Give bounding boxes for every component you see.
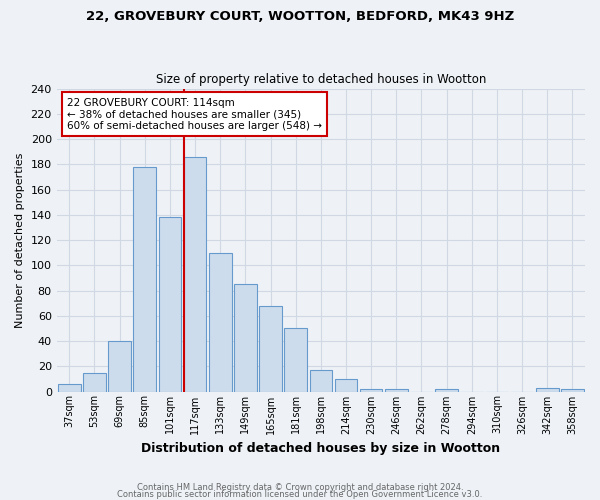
- Bar: [385, 389, 407, 392]
- Bar: [209, 252, 232, 392]
- Bar: [259, 306, 282, 392]
- Bar: [310, 370, 332, 392]
- Bar: [58, 384, 80, 392]
- Text: 22 GROVEBURY COURT: 114sqm
← 38% of detached houses are smaller (345)
60% of sem: 22 GROVEBURY COURT: 114sqm ← 38% of deta…: [67, 98, 322, 131]
- Title: Size of property relative to detached houses in Wootton: Size of property relative to detached ho…: [155, 73, 486, 86]
- Bar: [536, 388, 559, 392]
- Bar: [108, 341, 131, 392]
- Bar: [436, 389, 458, 392]
- Y-axis label: Number of detached properties: Number of detached properties: [15, 152, 25, 328]
- Bar: [83, 372, 106, 392]
- Bar: [561, 389, 584, 392]
- Text: Contains HM Land Registry data © Crown copyright and database right 2024.: Contains HM Land Registry data © Crown c…: [137, 484, 463, 492]
- Text: Contains public sector information licensed under the Open Government Licence v3: Contains public sector information licen…: [118, 490, 482, 499]
- Bar: [234, 284, 257, 392]
- Bar: [335, 379, 358, 392]
- Bar: [284, 328, 307, 392]
- Bar: [133, 167, 156, 392]
- Bar: [360, 389, 382, 392]
- X-axis label: Distribution of detached houses by size in Wootton: Distribution of detached houses by size …: [141, 442, 500, 455]
- Bar: [184, 156, 206, 392]
- Bar: [158, 218, 181, 392]
- Text: 22, GROVEBURY COURT, WOOTTON, BEDFORD, MK43 9HZ: 22, GROVEBURY COURT, WOOTTON, BEDFORD, M…: [86, 10, 514, 23]
